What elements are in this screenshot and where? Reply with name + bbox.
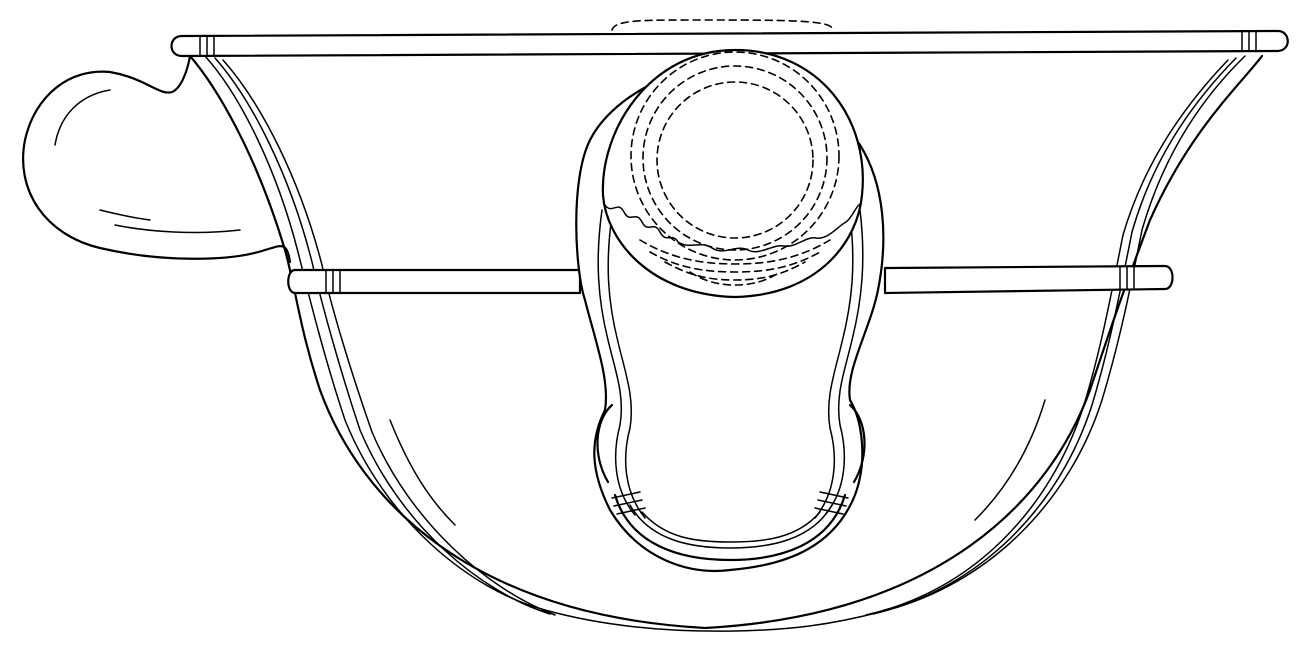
rim-far-bump	[612, 20, 832, 30]
handle-inner-highlight-2	[100, 210, 150, 220]
bowl-left-contour-2	[215, 58, 550, 614]
band-left	[288, 270, 580, 293]
bowl-left-shade	[390, 420, 455, 525]
knob	[603, 50, 863, 297]
bowl-right-contour-2	[873, 58, 1236, 614]
band-right	[885, 266, 1173, 293]
bowl-left-contour-1	[205, 56, 545, 610]
knob-outline	[603, 50, 863, 297]
handle-inner-highlight-1	[55, 90, 110, 145]
handle	[23, 56, 290, 262]
bowl-right-contour-1	[880, 56, 1245, 612]
handle-inner-highlight-3	[115, 225, 240, 232]
bowl-right-contour-3	[866, 60, 1228, 615]
bowl-left-contour-3	[223, 60, 555, 615]
